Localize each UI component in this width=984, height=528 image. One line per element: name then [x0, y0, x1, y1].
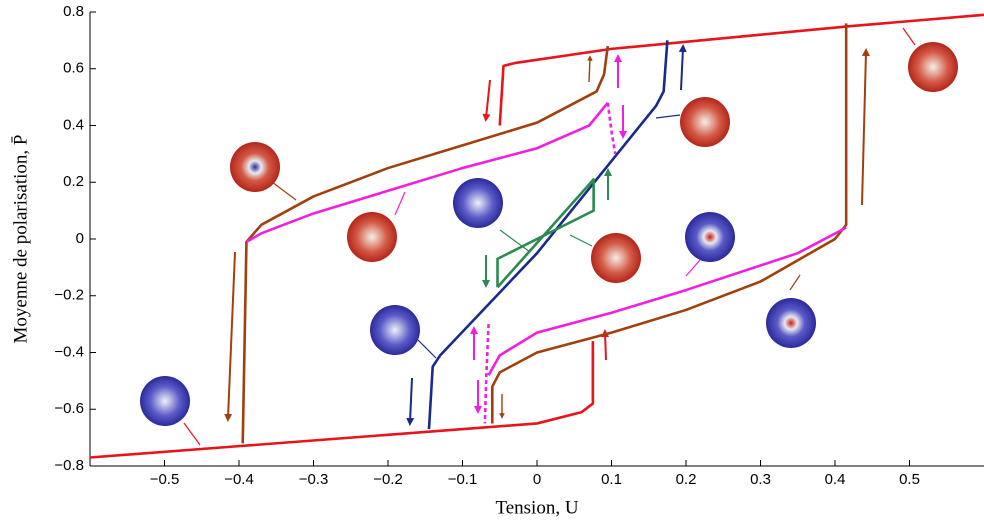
y-tick-label: 0.6 [63, 60, 84, 77]
connector [183, 422, 201, 446]
connector [902, 27, 916, 46]
x-tick-label: 0 [533, 471, 541, 488]
x-tick-label: −0.2 [373, 471, 403, 488]
x-tick-label: −0.4 [224, 471, 254, 488]
domain-image [370, 305, 420, 355]
arrow [482, 79, 491, 122]
y-tick-label: 0 [76, 230, 84, 247]
line-series [606, 102, 617, 155]
domain-image [230, 142, 280, 192]
line-series [245, 101, 609, 243]
domain-image [347, 212, 397, 262]
line-series [241, 45, 610, 444]
line-series [491, 23, 848, 424]
domain-image [685, 212, 735, 262]
annotations [140, 27, 958, 446]
domain-image [908, 42, 958, 92]
x-axis-label: Tension, U [495, 497, 578, 518]
x-tick-label: 0.5 [899, 471, 920, 488]
line-series [89, 341, 595, 459]
arrow [601, 329, 610, 361]
arrow [678, 44, 687, 91]
domain-image [766, 298, 816, 348]
domain-image [140, 376, 190, 426]
y-tick-label: 0.2 [63, 173, 84, 190]
connector [655, 114, 681, 119]
y-axis-label: Moyenne de polarisation, P̄ [10, 135, 31, 344]
y-tick-label: −0.6 [54, 400, 84, 417]
line-series [498, 13, 984, 126]
x-tick-label: −0.1 [448, 471, 478, 488]
line-series [487, 226, 847, 376]
arrow [861, 48, 870, 206]
x-tick-label: 0.4 [825, 471, 846, 488]
x-tick-label: −0.3 [299, 471, 329, 488]
connector [499, 229, 531, 253]
y-tick-label: 0.8 [63, 3, 84, 20]
connector [394, 191, 406, 216]
y-tick-label: −0.4 [54, 343, 84, 360]
line-series [427, 40, 669, 430]
connector [271, 181, 297, 201]
arrow [406, 377, 415, 426]
domain-image [453, 178, 503, 228]
connector [789, 274, 801, 291]
line-series [483, 324, 490, 424]
x-tick-label: 0.2 [676, 471, 697, 488]
domain-image [680, 97, 730, 147]
arrow [224, 251, 236, 422]
arrow [587, 55, 593, 83]
x-tick-label: 0.1 [601, 471, 622, 488]
y-tick-label: −0.2 [54, 287, 84, 304]
x-tick-label: −0.5 [150, 471, 180, 488]
x-tick-label: 0.3 [750, 471, 771, 488]
y-tick-label: 0.4 [63, 116, 84, 133]
connector [417, 339, 437, 359]
domain-image [591, 233, 641, 283]
y-tick-label: −0.8 [54, 457, 84, 474]
connector [569, 234, 593, 247]
line-series [496, 178, 595, 289]
connector [685, 259, 701, 277]
